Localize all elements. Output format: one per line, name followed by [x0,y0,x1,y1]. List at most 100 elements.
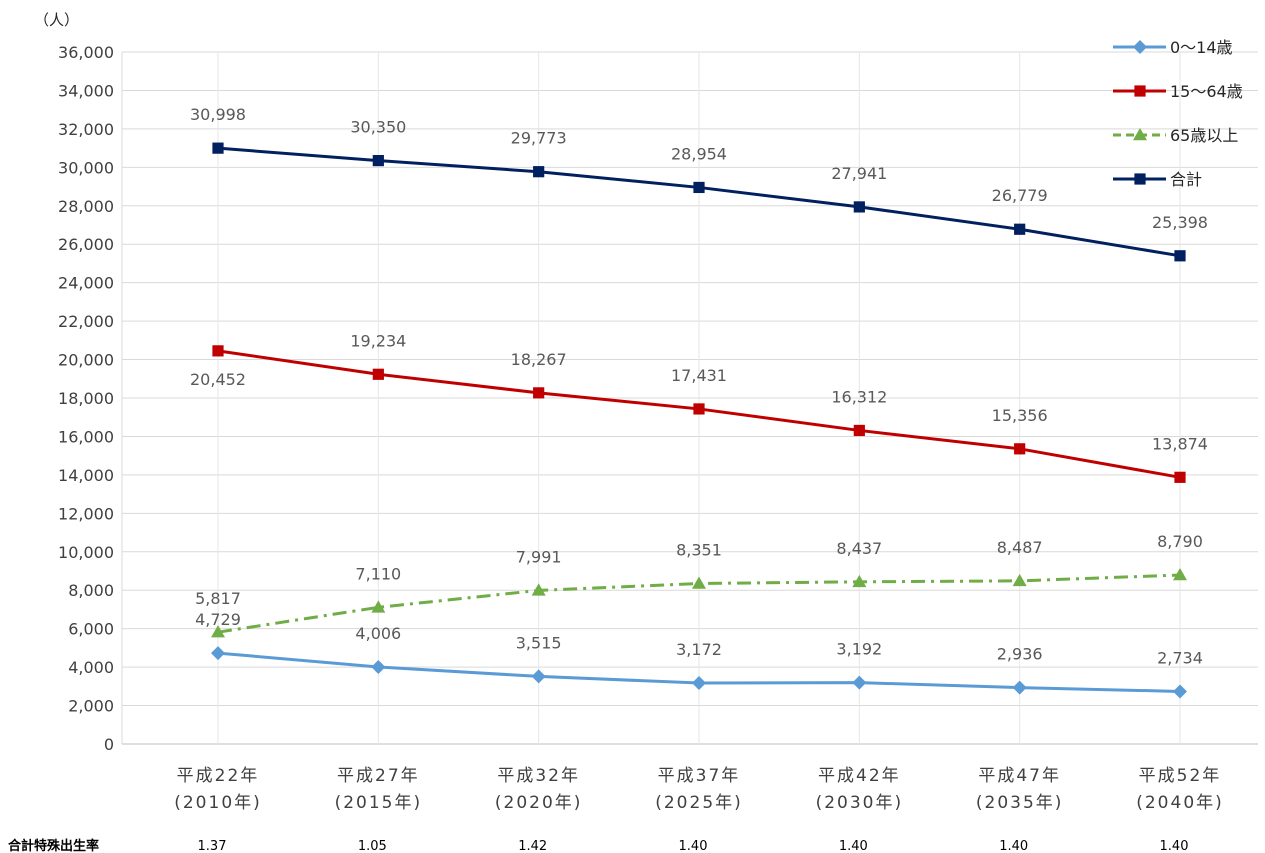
x-tick-label: 平成42年 [818,766,901,786]
data-point [371,600,386,613]
fertility-row: 合計特殊出生率 1.37 1.05 1.42 1.40 1.40 1.40 1.40 [8,838,1188,853]
data-point [693,403,705,415]
legend-label: 65歳以上 [1170,126,1238,145]
data-label: 15,356 [992,406,1048,425]
data-label: 19,234 [350,331,406,350]
data-point [212,345,224,357]
data-point [1133,128,1147,141]
data-label: 8,790 [1157,532,1203,551]
data-label: 25,398 [1152,213,1208,232]
y-tick-label: 18,000 [58,389,114,408]
x-tick-label: 平成47年 [978,766,1061,786]
data-label: 18,267 [511,350,567,369]
data-label: 26,779 [992,186,1048,205]
legend-label: 15〜64歳 [1170,82,1243,101]
data-label: 7,991 [516,547,562,566]
series-15〜64歳 [212,345,1186,483]
data-point [692,676,706,691]
fertility-value: 1.40 [1160,839,1189,853]
data-point [853,201,865,213]
data-point [1174,250,1186,262]
data-point [692,576,706,589]
data-label: 30,350 [350,118,406,137]
y-tick-label: 34,000 [58,81,114,100]
data-point [693,181,705,194]
data-point [531,583,546,596]
data-point [852,574,867,588]
series-合計 [212,142,1186,262]
data-labels: 4,729 4,006 3,515 3,172 3,192 2,936 2,734 20,45… [190,105,1208,667]
data-point [211,625,225,638]
data-point [371,659,386,674]
y-tick-label: 28,000 [58,197,114,216]
data-label: 13,874 [1152,434,1208,453]
grid [121,51,1258,745]
y-tick-label: 16,000 [58,427,114,446]
data-point [1173,684,1187,699]
series-0〜14歳 [211,646,1187,699]
data-point [853,424,865,437]
data-point [372,368,384,380]
data-label: 7,110 [355,564,401,583]
data-point [533,166,545,178]
y-tick-label: 22,000 [58,312,114,331]
y-tick-label: 0 [104,735,114,754]
data-point [372,155,384,167]
data-point [1174,471,1186,483]
y-tick-label: 14,000 [58,466,114,485]
data-label: 28,954 [671,144,727,163]
data-point [1012,680,1027,695]
data-point [852,675,867,690]
data-label: 16,312 [831,387,887,406]
x-tick-label: (2040年) [1136,793,1224,813]
data-label: 8,351 [676,540,722,559]
data-label: 3,515 [516,633,562,652]
y-tick-label: 26,000 [58,235,114,254]
fertility-value: 1.05 [358,839,387,853]
y-tick-label: 2,000 [68,697,114,716]
x-tick-label: (2010年) [174,793,262,813]
data-label: 3,172 [676,640,722,659]
y-tick-label: 4,000 [68,658,114,677]
y-tick-label: 24,000 [58,274,114,293]
data-label: 2,936 [997,645,1043,664]
fertility-label: 合計特殊出生率 [8,838,99,853]
x-tick-label: 平成32年 [497,766,580,786]
legend-label: 0〜14歳 [1170,38,1233,57]
data-label: 5,817 [195,589,241,608]
x-tick-label: (2025年) [655,793,743,813]
y-tick-label: 12,000 [58,504,114,523]
data-point [1012,573,1027,587]
fertility-value: 1.40 [999,839,1028,853]
data-point [211,646,225,661]
y-unit-label: （人） [34,11,79,29]
x-tick-label: 平成37年 [658,766,741,786]
y-tick-label: 8,000 [68,581,114,600]
data-label: 3,192 [836,640,882,659]
data-label: 30,998 [190,105,246,124]
data-point [1133,40,1147,54]
legend-label: 合計 [1170,170,1202,189]
y-tick-label: 6,000 [68,620,114,639]
y-tick-label: 36,000 [58,43,114,62]
data-point [1014,443,1026,455]
legend-item: 65歳以上 [1113,126,1238,145]
x-tick-label: (2035年) [976,793,1064,813]
x-tick-label: 平成22年 [177,766,260,786]
x-tick-label: (2020年) [495,793,583,813]
y-axis-ticks: 0 2,000 4,000 6,000 8,000 10,000 12,000 14,000 1… [58,43,114,754]
data-point [212,142,224,154]
x-axis-ticks: 平成22年 (2010年) 平成27年 (2015年) 平成32年 (2020年) 平成37… [174,766,1224,813]
data-label: 29,773 [511,129,567,148]
y-tick-label: 20,000 [58,351,114,370]
x-tick-label: 平成52年 [1139,766,1222,786]
y-tick-label: 32,000 [58,120,114,139]
data-point [531,669,546,684]
data-point [1014,223,1026,235]
fertility-value: 1.37 [198,839,227,853]
fertility-value: 1.40 [839,839,868,853]
data-label: 17,431 [671,366,727,385]
data-label: 4,729 [195,610,241,629]
